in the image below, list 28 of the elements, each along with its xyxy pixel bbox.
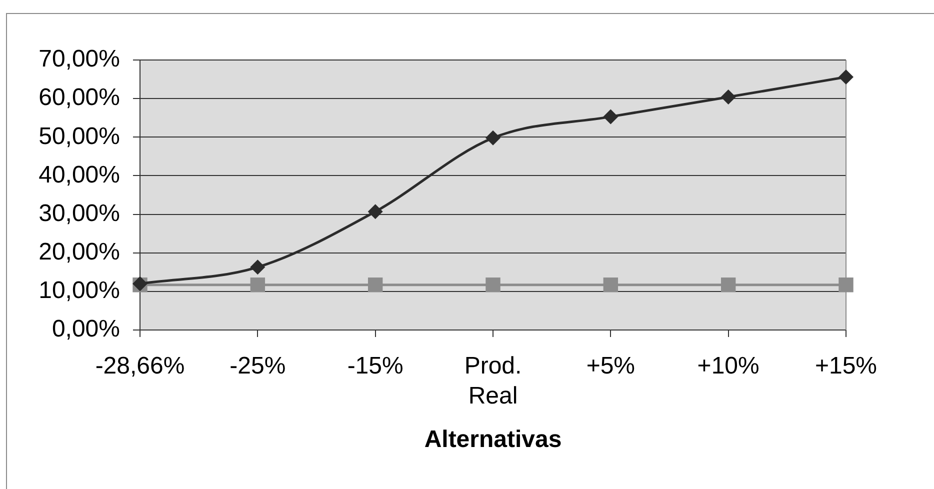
point <box>368 278 383 292</box>
x-tick-label: -25% <box>230 352 286 380</box>
point <box>250 260 266 275</box>
y-tick-label: 10,00% <box>38 277 120 304</box>
point <box>603 109 618 124</box>
x-tick-label: +5% <box>586 352 636 380</box>
x-axis-title: Alternativas <box>424 426 562 454</box>
x-tick-label: Prod. Real <box>464 352 522 410</box>
y-tick-label: 0,00% <box>52 316 120 343</box>
point <box>486 130 500 146</box>
point <box>720 278 736 292</box>
y-tick-label: 30,00% <box>38 200 120 227</box>
point <box>603 278 618 292</box>
point <box>838 69 854 84</box>
y-tick-label: 60,00% <box>38 84 120 112</box>
point <box>368 204 383 220</box>
y-tick-label: 50,00% <box>38 122 120 150</box>
y-tick-label: 20,00% <box>38 238 120 266</box>
point <box>838 278 854 292</box>
y-tick-label: 40,00% <box>38 161 120 188</box>
x-tick-label: +15% <box>814 352 878 380</box>
y-tick-label: 70,00% <box>38 46 120 73</box>
x-tick-label: +10% <box>697 352 760 380</box>
x-tick-label: -28,66% <box>95 352 185 380</box>
point <box>720 90 736 105</box>
point <box>486 278 500 292</box>
point <box>250 278 266 292</box>
x-tick-label: -15% <box>347 352 404 380</box>
